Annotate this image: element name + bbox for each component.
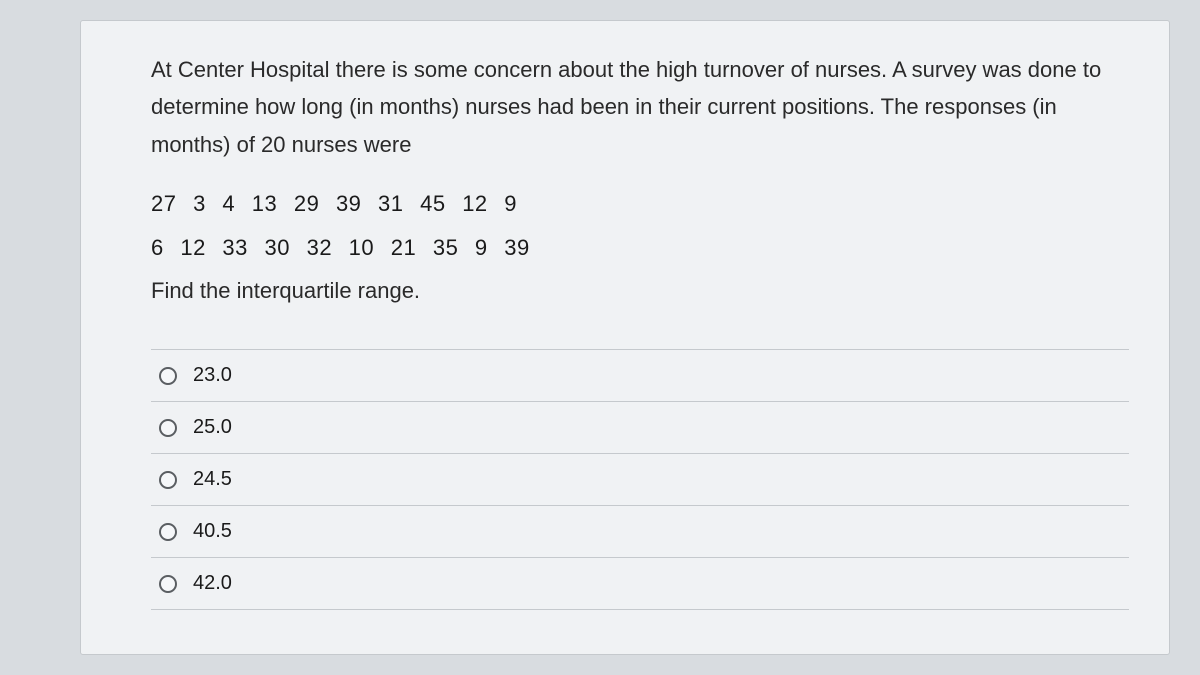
options-list: 23.0 25.0 24.5 40.5 42.0 <box>151 349 1129 610</box>
question-intro: At Center Hospital there is some concern… <box>151 51 1129 163</box>
radio-icon[interactable] <box>159 471 177 489</box>
question-card: At Center Hospital there is some concern… <box>80 20 1170 655</box>
radio-icon[interactable] <box>159 367 177 385</box>
radio-icon[interactable] <box>159 419 177 437</box>
option-row[interactable]: 25.0 <box>151 402 1129 454</box>
radio-icon[interactable] <box>159 575 177 593</box>
option-label: 23.0 <box>193 364 232 387</box>
data-row-2: 6 12 33 30 32 10 21 35 9 39 <box>151 229 1129 266</box>
question-prompt: Find the interquartile range. <box>151 272 1129 309</box>
option-row[interactable]: 42.0 <box>151 558 1129 610</box>
option-label: 42.0 <box>193 572 232 595</box>
option-row[interactable]: 23.0 <box>151 350 1129 402</box>
option-row[interactable]: 24.5 <box>151 454 1129 506</box>
option-row[interactable]: 40.5 <box>151 506 1129 558</box>
data-row-1: 27 3 4 13 29 39 31 45 12 9 <box>151 185 1129 222</box>
option-label: 24.5 <box>193 468 232 491</box>
option-label: 25.0 <box>193 416 232 439</box>
option-label: 40.5 <box>193 520 232 543</box>
radio-icon[interactable] <box>159 523 177 541</box>
